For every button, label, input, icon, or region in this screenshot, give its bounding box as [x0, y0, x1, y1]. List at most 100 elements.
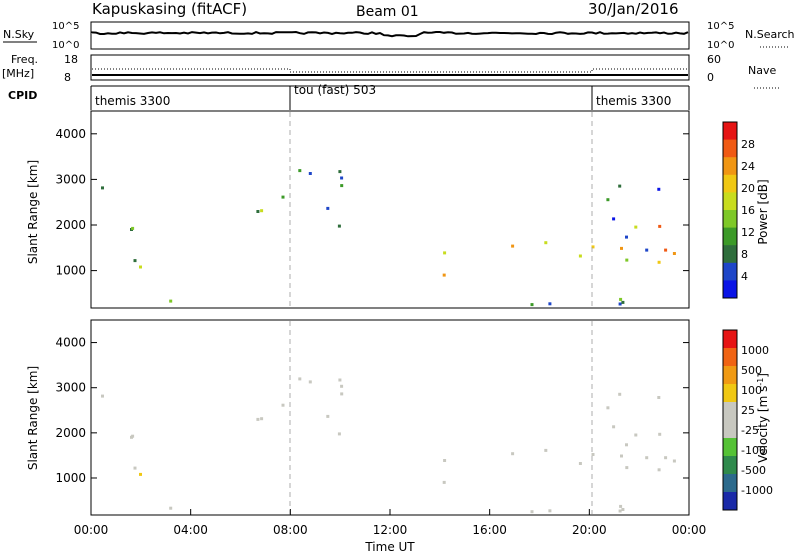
power-colorbar-tick-3: 16: [741, 204, 755, 217]
velocity-cell-2-1: [340, 392, 344, 396]
xtick-label-5: 20:00: [572, 523, 607, 537]
xlabel: Time UT: [364, 540, 415, 554]
velocity-label-main: Velocity [m s: [756, 386, 770, 463]
velocity-colorbar-swatch-7: [723, 456, 737, 475]
power-colorbar-swatch-4: [723, 192, 737, 211]
power-cell-3-4: [578, 254, 582, 258]
velocity-colorbar-label: Velocity [m s-1]: [756, 373, 770, 463]
velocity-colorbar-tick-4: -25: [741, 424, 759, 437]
xtick-label-0: 00:00: [74, 523, 109, 537]
velocity-cell-2-6: [281, 403, 285, 407]
power-cell-3-5: [634, 225, 638, 229]
freq-tick-bottom: 8: [64, 71, 71, 84]
velocity-cell-3-0: [511, 452, 515, 456]
power-colorbar-swatch-1: [723, 139, 737, 158]
power-cell-5-3: [618, 302, 622, 306]
power-cell-5-1: [619, 297, 623, 301]
power-cell-4-1: [657, 187, 661, 191]
velocity-cell-5-5: [530, 510, 534, 514]
date-title: 30/Jan/2016: [588, 0, 679, 18]
power-cell-3-12: [620, 246, 623, 250]
velocity-colorbar-tick-2: 100: [741, 384, 762, 397]
velocity-cell-2-5: [308, 380, 312, 384]
power-yaxis: 1000 2000 3000 4000: [55, 127, 689, 278]
velocity-colorbar-swatch-1: [723, 348, 737, 367]
velocity-colorbar-swatch-5: [723, 420, 737, 439]
velocity-cell-3-12: [620, 454, 623, 458]
nsky-trace: [91, 30, 689, 38]
power-cell-4-3: [625, 235, 628, 239]
power-cell-4-4: [606, 198, 610, 202]
power-cell-5-4: [621, 300, 625, 304]
power-cell-3-13: [657, 260, 661, 264]
power-cell-3-11: [442, 273, 446, 277]
velocity-cell-5-4: [621, 508, 625, 511]
power-colorbar-tick-1: 24: [741, 160, 755, 173]
power-cell-4-2: [618, 184, 622, 188]
power-cell-2-7: [337, 224, 341, 228]
power-cell-4-0: [612, 217, 616, 221]
power-colorbar-frame: [722, 121, 738, 299]
power-cell-0-0: [101, 186, 104, 190]
nsky-tick-bottom: 10^0: [52, 40, 79, 51]
velocity-colorbar-swatch-4: [723, 402, 737, 421]
ytick-label-0-3: 4000: [55, 127, 86, 141]
velocity-ylabel: Slant Range [km]: [26, 366, 40, 470]
velocity-cell-2-9: [256, 417, 260, 421]
xtick-label-1: 04:00: [173, 523, 208, 537]
nsky-label: N.Sky: [3, 28, 35, 41]
power-cell-4-5: [645, 248, 649, 252]
velocity-cell-4-5: [645, 456, 649, 460]
xtick-label-4: 16:00: [472, 523, 507, 537]
velocity-label-sup: -1: [756, 378, 765, 386]
power-colorbar-label: Power [dB]: [756, 179, 770, 244]
velocity-cell-3-6: [443, 459, 447, 462]
velocity-colorbar-frame: [722, 329, 738, 511]
power-cell-2-0: [340, 176, 344, 180]
power-colorbar: 28 24 20 16 12 8 4: [722, 121, 755, 299]
ytick-label-1-1: 2000: [55, 426, 86, 440]
velocity-colorbar-swatch-8: [723, 474, 737, 493]
nsky-strip: N.Sky 10^5 10^0 10^5 10^0 N.Search: [3, 21, 795, 51]
xtick-label-6: 00:00: [672, 523, 707, 537]
xtick-label-3: 12:00: [373, 523, 408, 537]
velocity-cell-3-2: [591, 453, 595, 456]
velocity-colorbar-tick-3: 25: [741, 404, 755, 417]
velocity-cell-2-4: [260, 417, 264, 421]
power-cell-2-5: [308, 172, 312, 175]
power-colorbar-tick-5: 8: [741, 248, 748, 261]
velocity-yaxis: 1000 2000 3000 4000: [55, 336, 689, 485]
power-panel: 1000 2000 3000 4000 Slant Range [km]: [26, 110, 690, 309]
nsearch-tick-bottom: 10^0: [707, 40, 734, 51]
velocity-cell-5-1: [619, 504, 623, 508]
velocity-cell-2-2: [338, 378, 342, 382]
power-cell-2-9: [256, 210, 260, 213]
velocity-colorbar-swatch-9: [723, 492, 737, 511]
nave-tick-top: 60: [707, 53, 721, 66]
velocity-marks: [101, 377, 676, 514]
nsearch-label: N.Search: [745, 28, 795, 41]
power-cell-5-0: [169, 299, 173, 303]
power-cell-3-10: [625, 258, 629, 262]
cpid-segment-3: themis 3300: [596, 94, 671, 108]
velocity-cell-1-0: [139, 472, 142, 476]
power-marks: [101, 169, 676, 307]
power-colorbar-swatch-6: [723, 227, 737, 246]
velocity-cell-3-11: [442, 480, 446, 484]
station-title: Kapuskasing (fitACF): [92, 0, 247, 18]
power-colorbar-swatch-7: [723, 245, 737, 264]
velocity-colorbar: 1000 500 100 25 -25 -100 -500 -1000: [722, 329, 773, 511]
power-cell-2-6: [281, 195, 285, 199]
velocity-cell-5-3: [618, 509, 622, 513]
velocity-cell-3-3: [672, 459, 676, 463]
power-cell-2-2: [338, 170, 342, 174]
velocity-colorbar-swatch-6: [723, 438, 737, 457]
power-cell-5-5: [530, 303, 534, 307]
velocity-cell-4-2: [618, 392, 622, 396]
nsky-tick-top: 10^5: [52, 21, 79, 32]
velocity-panel: 1000 2000 3000 4000 Slant Range [km]: [26, 319, 690, 516]
velocity-cell-0-2: [131, 434, 135, 438]
cpid-label: CPID: [8, 89, 37, 102]
velocity-cell-5-0: [169, 506, 173, 510]
